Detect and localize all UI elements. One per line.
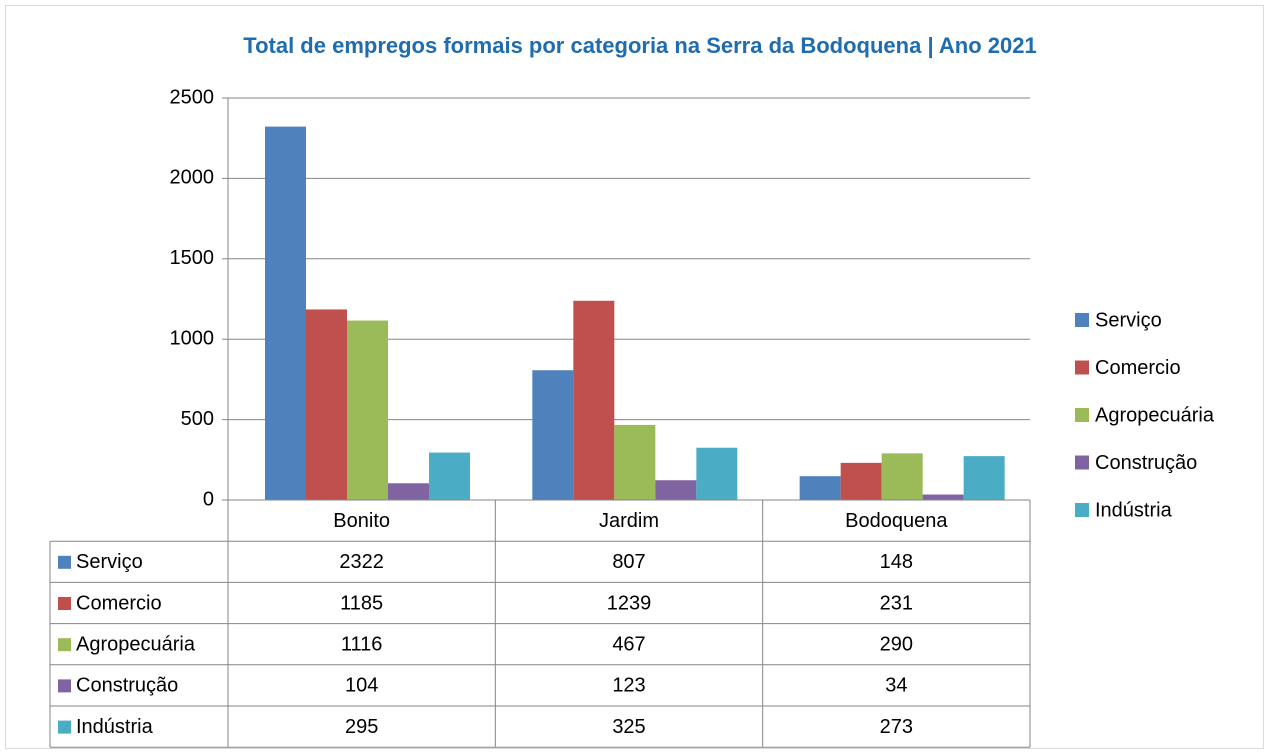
bar [614,424,656,500]
bar [963,456,1005,500]
table-value: 2322 [339,551,384,573]
table-value: 1239 [607,592,652,614]
table-value: 231 [880,592,913,614]
legend-key [1075,408,1089,422]
table-legend-key [58,720,71,734]
table-value: 325 [612,716,645,738]
bar [532,370,574,500]
table-row-label: Agropecuária [76,633,196,655]
x-tick-label: Bodoquena [845,510,948,532]
legend-key [1075,503,1089,517]
bar [696,447,738,500]
bar [655,480,697,500]
y-tick-label: 1000 [170,327,215,349]
legend-label: Agropecuária [1095,404,1215,426]
chart-title: Total de empregos formais por categoria … [243,33,1036,58]
bar [347,320,388,500]
chart-frame [5,5,1264,749]
legend-label: Serviço [1095,309,1162,331]
table-value: 467 [612,633,645,655]
legend-label: Comercio [1095,357,1181,379]
bar [429,452,470,500]
table-row-label: Serviço [76,551,143,573]
y-tick-label: 0 [203,488,214,510]
x-tick-label: Bonito [333,510,390,532]
bar [799,476,841,500]
table-value: 123 [612,675,645,697]
table-legend-key [58,679,71,693]
legend-key [1075,360,1089,375]
table-value: 1116 [341,633,383,655]
x-tick-label: Jardim [599,510,659,532]
table-value: 104 [345,675,378,697]
table-legend-key [58,555,71,569]
bar [573,300,615,500]
y-tick-label: 2000 [170,167,215,189]
legend-label: Indústria [1095,499,1173,521]
legend-key [1075,455,1089,470]
bar [922,494,964,500]
bar [306,309,347,500]
legend-key [1075,313,1089,327]
table-value: 1185 [340,592,383,614]
table-legend-key [58,597,71,610]
table-value: 807 [612,551,645,573]
table-value: 290 [880,633,913,655]
table-value: 273 [880,716,913,738]
bar [388,483,429,500]
table-row-label: Indústria [76,716,154,738]
bar [881,453,923,500]
table-row-label: Construção [76,675,178,697]
legend-label: Construção [1095,452,1197,474]
table-value: 295 [345,716,378,738]
table-value: 148 [880,551,913,573]
bar [840,462,882,500]
bar [265,126,306,500]
y-tick-label: 1500 [170,247,215,269]
y-tick-label: 500 [181,408,214,430]
table-value: 34 [885,675,907,697]
y-tick-label: 2500 [170,86,215,108]
table-legend-key [58,638,71,652]
table-row-label: Comercio [76,592,162,614]
